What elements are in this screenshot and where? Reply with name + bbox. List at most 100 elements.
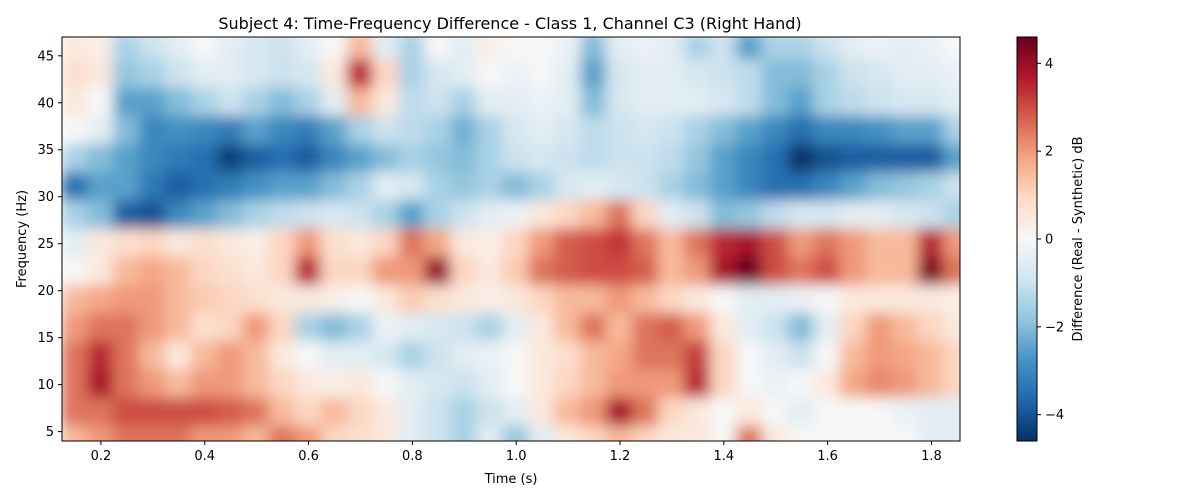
heatmap-cell	[190, 172, 219, 203]
heatmap-cell	[735, 341, 764, 372]
heatmap-cell	[450, 425, 479, 441]
heatmap-cell	[943, 200, 960, 231]
heatmap-cell	[87, 37, 115, 62]
heatmap-cell	[528, 200, 557, 231]
heatmap-cell	[657, 341, 686, 372]
heatmap-cell	[839, 256, 868, 287]
heatmap-cell	[891, 59, 920, 90]
heatmap-cell	[657, 425, 686, 441]
heatmap-cell	[320, 256, 349, 287]
heatmap-cell	[839, 369, 868, 400]
heatmap-cell	[216, 397, 245, 428]
heatmap-cell	[320, 285, 349, 316]
heatmap-cell	[735, 37, 764, 62]
heatmap-cell	[580, 256, 609, 287]
heatmap-cell	[813, 200, 842, 231]
heatmap-cell	[424, 144, 453, 175]
heatmap-cell	[657, 397, 686, 428]
y-tick-label: 45	[37, 49, 54, 64]
heatmap-cell	[632, 87, 660, 118]
heatmap-cell	[346, 369, 375, 400]
heatmap-cell	[502, 285, 531, 316]
heatmap-cell	[346, 115, 375, 147]
heatmap-cell	[657, 256, 686, 287]
heatmap-cell	[528, 397, 557, 428]
heatmap-cell	[502, 425, 531, 441]
heatmap-cell	[787, 37, 816, 62]
heatmap-cell	[657, 369, 686, 400]
heatmap-cell	[164, 59, 193, 90]
heatmap-cell	[138, 115, 167, 147]
heatmap-cell	[398, 256, 427, 287]
heatmap-cell	[606, 144, 634, 175]
heatmap-cell	[865, 285, 894, 316]
heatmap-cell	[891, 172, 920, 203]
heatmap-cell	[476, 369, 505, 400]
heatmap-cell	[865, 87, 894, 118]
heatmap-cell	[320, 228, 349, 259]
heatmap-cell	[346, 425, 375, 441]
heatmap-cell	[87, 369, 115, 400]
heatmap-cell	[216, 59, 245, 90]
heatmap-cell	[891, 87, 920, 118]
heatmap-cell	[424, 228, 453, 259]
heatmap-cell	[683, 87, 712, 118]
heatmap-cell	[190, 285, 219, 316]
heatmap-cell	[709, 228, 738, 259]
heatmap-cell	[683, 172, 712, 203]
heatmap-cell	[943, 115, 960, 147]
heatmap-cell	[709, 341, 738, 372]
heatmap-cell	[216, 256, 245, 287]
heatmap-cell	[813, 59, 842, 90]
heatmap-cell	[450, 341, 479, 372]
heatmap-cell	[450, 87, 479, 118]
heatmap-cell	[164, 341, 193, 372]
heatmap-cell	[554, 228, 583, 259]
heatmap-cell	[528, 172, 557, 203]
heatmap-cell	[476, 200, 505, 231]
heatmap-cell	[320, 59, 349, 90]
heatmap-cell	[398, 369, 427, 400]
heatmap-cell	[294, 59, 323, 90]
heatmap-cell	[372, 228, 401, 259]
heatmap-cell	[709, 87, 738, 118]
heatmap-cell	[632, 313, 660, 344]
heatmap-cell	[735, 228, 764, 259]
heatmap-cell	[683, 397, 712, 428]
heatmap-cell	[787, 341, 816, 372]
heatmap-cell	[164, 228, 193, 259]
heatmap-cells	[62, 37, 960, 441]
heatmap-cell	[943, 341, 960, 372]
heatmap-cell	[190, 397, 219, 428]
heatmap-cell	[865, 369, 894, 400]
heatmap-cell	[268, 341, 297, 372]
heatmap-cell	[476, 313, 505, 344]
heatmap-cell	[112, 59, 141, 90]
heatmap-cell	[372, 144, 401, 175]
heatmap-cell	[372, 341, 401, 372]
heatmap-cell	[62, 256, 89, 287]
heatmap-cell	[424, 285, 453, 316]
heatmap-cell	[138, 200, 167, 231]
y-tick-label: 20	[37, 284, 54, 299]
heatmap-cell	[528, 256, 557, 287]
heatmap-cell	[450, 144, 479, 175]
heatmap-cell	[891, 397, 920, 428]
heatmap-cell	[450, 397, 479, 428]
heatmap-cell	[216, 285, 245, 316]
heatmap-cell	[112, 425, 141, 441]
heatmap-cell	[138, 144, 167, 175]
heatmap-cell	[164, 256, 193, 287]
heatmap-cell	[787, 313, 816, 344]
heatmap-cell	[268, 200, 297, 231]
heatmap-cell	[424, 87, 453, 118]
heatmap-cell	[761, 144, 790, 175]
heatmap-cell	[632, 172, 660, 203]
heatmap-cell	[87, 397, 115, 428]
heatmap-cell	[138, 369, 167, 400]
heatmap-cell	[216, 228, 245, 259]
heatmap-cell	[735, 425, 764, 441]
heatmap-cell	[528, 228, 557, 259]
heatmap-cell	[632, 200, 660, 231]
heatmap-cell	[554, 87, 583, 118]
